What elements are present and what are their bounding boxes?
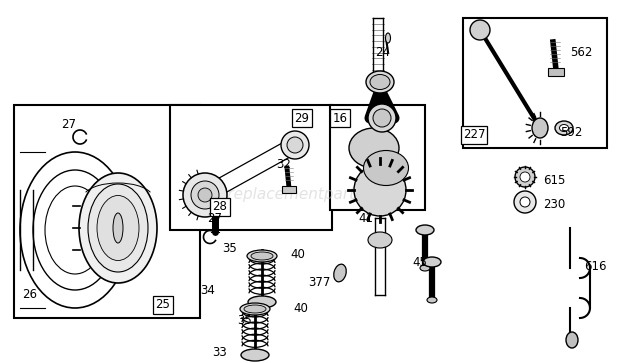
Ellipse shape <box>334 264 346 282</box>
Text: 227: 227 <box>463 129 485 142</box>
Bar <box>463 18 607 148</box>
Ellipse shape <box>416 225 434 235</box>
Text: 562: 562 <box>570 45 592 58</box>
Circle shape <box>198 188 212 202</box>
Circle shape <box>183 173 227 217</box>
Bar <box>330 105 425 210</box>
Text: 34: 34 <box>200 285 215 298</box>
Text: 615: 615 <box>543 174 565 187</box>
Ellipse shape <box>244 305 266 313</box>
Ellipse shape <box>555 121 573 135</box>
Ellipse shape <box>427 297 437 303</box>
Ellipse shape <box>241 349 269 361</box>
Circle shape <box>520 197 530 207</box>
FancyBboxPatch shape <box>282 186 296 193</box>
Circle shape <box>520 172 530 182</box>
Ellipse shape <box>363 151 409 185</box>
Text: 29: 29 <box>294 111 309 125</box>
Text: 40: 40 <box>290 248 305 261</box>
Ellipse shape <box>532 118 548 138</box>
Circle shape <box>191 181 219 209</box>
Ellipse shape <box>566 332 578 348</box>
Circle shape <box>354 164 406 216</box>
Text: 33: 33 <box>212 346 227 359</box>
Ellipse shape <box>113 213 123 243</box>
Circle shape <box>373 109 391 127</box>
Ellipse shape <box>97 196 139 261</box>
Text: 45: 45 <box>412 256 427 269</box>
Bar <box>14 105 200 318</box>
Ellipse shape <box>248 296 276 308</box>
Ellipse shape <box>370 74 390 90</box>
Ellipse shape <box>79 173 157 283</box>
Text: 16: 16 <box>332 111 347 125</box>
Text: ereplacementparts.com: ereplacementparts.com <box>219 188 401 203</box>
Text: 377: 377 <box>308 277 330 290</box>
Text: 35: 35 <box>222 241 237 254</box>
Ellipse shape <box>386 33 391 43</box>
Ellipse shape <box>88 184 148 272</box>
Text: 41: 41 <box>358 212 373 224</box>
Ellipse shape <box>559 125 569 131</box>
Text: 230: 230 <box>543 197 565 211</box>
Text: 35: 35 <box>237 314 252 326</box>
Ellipse shape <box>423 257 441 267</box>
Text: 32: 32 <box>276 159 291 171</box>
FancyBboxPatch shape <box>548 68 564 76</box>
Ellipse shape <box>349 128 399 168</box>
Ellipse shape <box>366 71 394 93</box>
Ellipse shape <box>368 232 392 248</box>
Ellipse shape <box>247 250 277 262</box>
Circle shape <box>515 167 535 187</box>
Text: 616: 616 <box>584 261 606 273</box>
Text: 27: 27 <box>207 212 222 224</box>
Ellipse shape <box>251 252 273 260</box>
Bar <box>170 105 332 230</box>
Circle shape <box>514 191 536 213</box>
Text: 40: 40 <box>293 302 308 314</box>
Circle shape <box>287 137 303 153</box>
Text: 592: 592 <box>560 126 582 139</box>
Circle shape <box>470 20 490 40</box>
Text: 27: 27 <box>61 118 76 131</box>
Text: 24: 24 <box>375 45 390 58</box>
Ellipse shape <box>240 303 270 315</box>
Circle shape <box>281 131 309 159</box>
Text: 26: 26 <box>22 289 37 302</box>
Text: 25: 25 <box>156 298 171 311</box>
Text: 28: 28 <box>213 200 228 213</box>
Ellipse shape <box>420 265 430 271</box>
Circle shape <box>368 104 396 132</box>
